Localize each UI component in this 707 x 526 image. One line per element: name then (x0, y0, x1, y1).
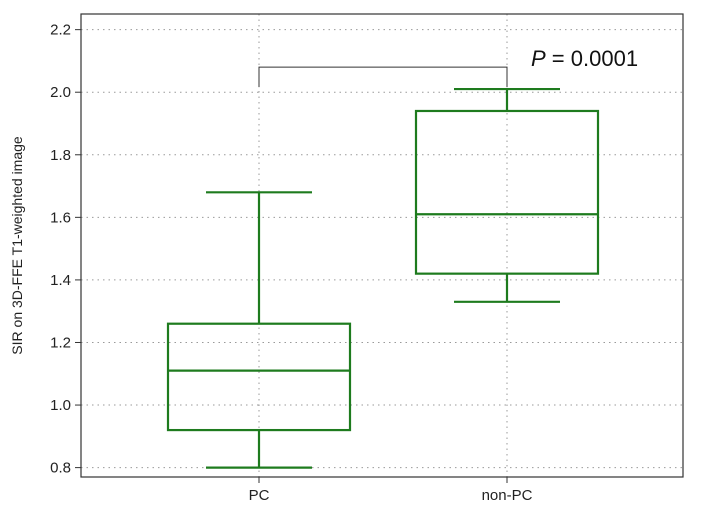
y-tick-label-7: 2.2 (50, 22, 71, 39)
box-non-pc (414, 87, 600, 303)
p-symbol: P (531, 46, 546, 71)
x-axis-ticks: PC non-PC (249, 477, 533, 504)
p-value-text: = 0.0001 (546, 46, 638, 71)
p-value-annotation: P = 0.0001 (531, 46, 638, 71)
y-tick-label-1: 1.0 (50, 397, 71, 414)
y-axis-title: SIR on 3D-FFE T1-weighted image (9, 136, 25, 355)
y-tick-label-0: 0.8 (50, 460, 71, 477)
significance-bracket (258, 66, 508, 88)
y-tick-label-5: 1.8 (50, 147, 71, 164)
interquartile-box (166, 322, 352, 432)
x-tick-label-1: non-PC (482, 487, 533, 504)
interquartile-box (414, 109, 600, 275)
y-tick-label-2: 1.2 (50, 334, 71, 351)
box-pc (166, 191, 352, 469)
x-tick-label-0: PC (249, 487, 270, 504)
gridlines (81, 14, 683, 477)
y-tick-label-4: 1.6 (50, 209, 71, 226)
y-tick-label-3: 1.4 (50, 272, 71, 289)
y-tick-label-6: 2.0 (50, 84, 71, 101)
plot-frame (80, 13, 684, 478)
bracket-line (258, 66, 508, 88)
box-series (166, 87, 600, 469)
y-axis-ticks: 0.8 1.0 1.2 1.4 1.6 1.8 2.0 2.2 (50, 22, 81, 477)
